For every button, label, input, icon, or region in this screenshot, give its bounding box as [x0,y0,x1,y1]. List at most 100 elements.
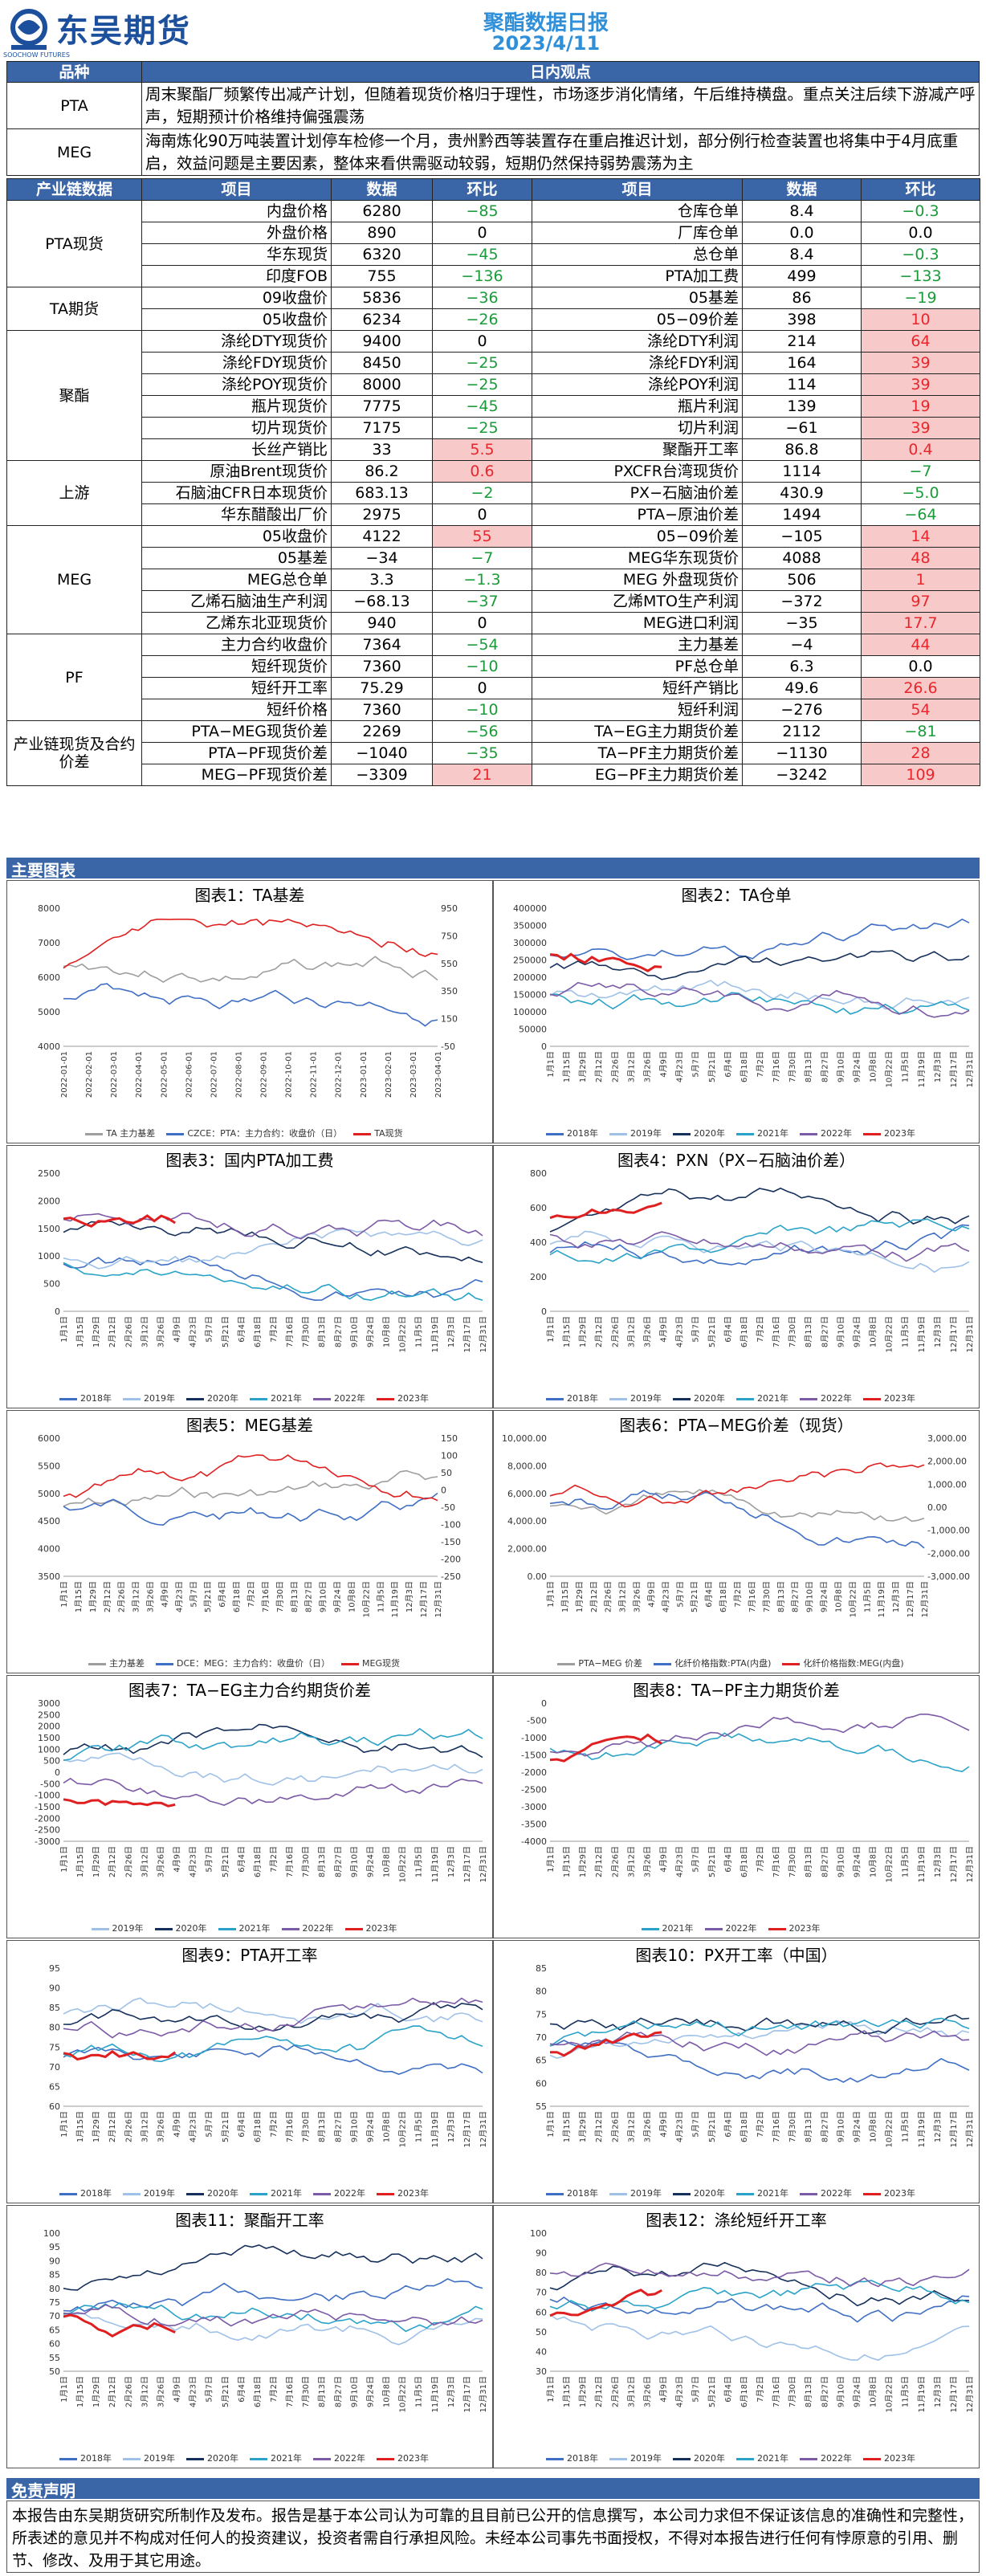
x-tick-label: 7月2日 [269,1846,279,1873]
group-name: MEG [6,525,142,634]
series-line [549,1462,925,1508]
series-line [63,2304,483,2327]
series-line [63,2049,177,2061]
legend-swatch [609,2192,627,2195]
y-right-tick-label: 750 [441,931,458,941]
y-right-tick-label: -50 [441,1502,455,1513]
data-table-header-cell: 数据 [331,178,433,201]
x-tick-label: 9月10日 [805,1581,815,1612]
x-tick-label: 3月12日 [626,1846,636,1877]
legend-label: 2022年 [821,2188,852,2199]
chart-panel-1: 图表1：TA基差 8000 7000 6000 5000 4000 950 750 550 350… [6,880,493,1143]
x-tick-label: 1月15日 [75,1316,85,1347]
legend-label: TA 主力基差 [106,1128,156,1139]
y-tick-label: 1000 [38,1251,60,1262]
x-tick-label: 12月3日 [446,1316,456,1347]
chart-panel-12: 图表12：涤纶短纤开工率 100 90 80 70 60 50 40 30 1月1日 1月15日 1月… [493,2205,980,2468]
x-tick-label: 12月3日 [933,1051,943,1082]
y-right-tick-label: 3,000.00 [927,1433,967,1444]
x-tick-label: 7月2日 [756,2376,765,2403]
y-right-tick-label: 2,000.00 [927,1457,967,1467]
x-tick-label: 4月23日 [675,1051,685,1082]
x-tick-label: 4月23日 [675,2111,685,2142]
series-line [549,2289,662,2317]
x-tick-label: 12月17日 [462,1316,472,1352]
chart-title: 图表11：聚酯开工率 [175,2211,324,2230]
x-tick-label: 8月27日 [820,1846,829,1877]
view-col-opinion: 日内观点 [141,61,980,83]
item-label: PTA−PF现货价差 [141,742,332,764]
legend-swatch [673,2457,691,2460]
x-tick-label: 8月13日 [804,1051,813,1082]
y-tick-label: 85 [49,2270,60,2280]
x-tick-label: 3月26日 [156,1846,165,1877]
legend-item: 2020年 [186,1393,238,1404]
x-tick-label: 9月10日 [836,2111,845,2142]
y-tick-label: 2500 [38,1168,60,1179]
x-tick-label: 7月16日 [748,1581,757,1612]
series-line [63,2302,483,2333]
legend-swatch [88,1662,106,1665]
legend-item: 2023年 [377,2188,429,2199]
x-tick-label: 10月8日 [869,2111,878,2142]
chart-legend: TA 主力基差 CZCE：PTA：主力合约：收盘价（日） TA现货 [7,1127,492,1139]
series-line [549,1231,970,1262]
chart-title: 图表6：PTA−MEG价差（现货） [619,1416,854,1435]
legend-item: 2019年 [609,1393,662,1404]
x-tick-label: 1月1日 [546,1846,556,1873]
legend-swatch [353,1132,372,1135]
x-tick-label: 9月10日 [319,1581,328,1612]
legend-label: 2021年 [757,2188,788,2199]
legend-label: 2020年 [207,2188,238,2199]
x-tick-label: 10月22日 [885,2376,894,2412]
x-tick-label: 11月5日 [862,1581,872,1612]
x-tick-label: 1月29日 [92,2111,101,2142]
data-table-row: 05基差 −34 −7 MEG华东现货价 4088 48 [7,547,980,569]
x-tick-label: 8月27日 [820,2111,829,2142]
x-tick-label: 6月4日 [723,2111,733,2138]
x-tick-label: 11月5日 [901,2111,911,2142]
y-tick-label: 40 [536,2346,547,2357]
x-tick-label: 7月16日 [285,2111,295,2142]
x-tick-label: 8月27日 [791,1581,801,1612]
legend-label: 2022年 [821,2453,852,2464]
data-table-header: 产业链数据 项目 数据 环比 项目 数据 环比 [6,178,980,201]
y-right-tick-label: 50 [441,1468,452,1478]
item-label: 瓶片利润 [532,395,743,418]
item-value: −105 [742,525,862,548]
legend-label: 2021年 [271,2188,302,2199]
item-label: 短纤开工率 [141,677,332,699]
legend-swatch [91,1927,109,1930]
legend-label: 2021年 [757,1128,788,1139]
series-line [549,2020,970,2059]
x-tick-label: 5月21日 [690,1581,699,1612]
chart-legend: 2018年 2019年 2020年 2021年 2022年 2023年 [7,2187,492,2199]
y-tick-label: 60 [49,2339,60,2350]
y-tick-label: 60 [536,2307,547,2317]
legend-label: 2021年 [271,1393,302,1404]
item-value: 75.29 [331,677,433,699]
report-date: 2023/4/11 [491,32,601,55]
x-tick-label: 3月12日 [132,1581,141,1612]
legend-label: 2018年 [567,2188,598,2199]
item-value: 1494 [742,503,862,526]
x-tick-label: 3月26日 [156,2376,165,2407]
x-tick-label: 6月4日 [723,2376,733,2403]
series-line [549,2261,970,2307]
legend-swatch [768,1927,786,1930]
legend-item: 2023年 [377,1393,429,1404]
y-tick-label: 2000 [38,1722,60,1732]
x-tick-label: 4月9日 [659,1846,669,1873]
y-right-tick-label: -100 [441,1520,461,1531]
x-tick-label: 7月30日 [788,1846,797,1877]
x-tick-label: 2月26日 [124,1316,133,1347]
legend-label: 2019年 [630,2188,662,2199]
legend-item: 2018年 [546,2453,598,2464]
legend-label: PTA−MEG 价差 [578,1658,643,1669]
y-right-tick-label: -3,000.00 [927,1571,970,1582]
item-label: 石脑油CFR日本现货价 [141,482,332,504]
x-tick-label: 2023-02-01 [385,1051,393,1098]
x-tick-label: 7月2日 [269,2111,279,2138]
legend-item: 2019年 [123,1393,175,1404]
